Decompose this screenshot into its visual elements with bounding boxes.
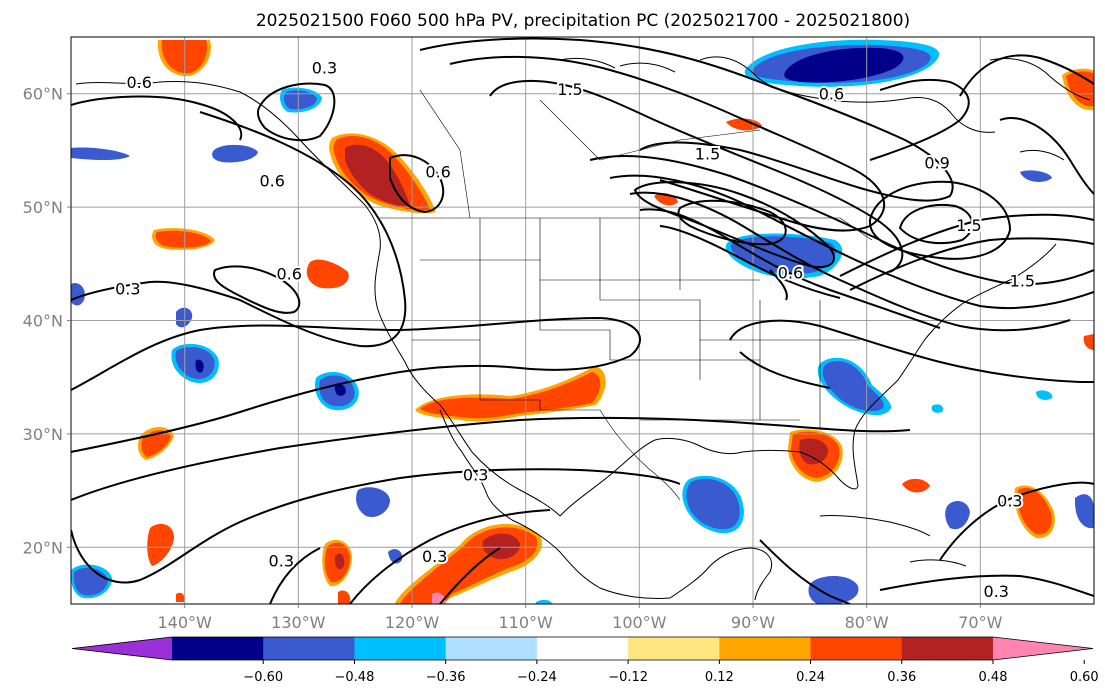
- contour-labels: 0.3 0.6 0.6 0.6 0.3 0.6 1.5 1.5 0.6 0.6 0.9 1.5 1.5 0…: [113, 56, 1037, 603]
- colorbar-ticks: −0.60 −0.48 −0.36 −0.24 −0.12 0.12 0.24 0.36 0.4…: [243, 660, 1099, 685]
- colorbar-tick-label: −0.36: [426, 670, 466, 685]
- chart-title: 2025021500 F060 500 hPa PV, precipitatio…: [256, 11, 910, 31]
- colorbar-tick-label: 0.12: [705, 670, 734, 685]
- colorbar-tick-label: −0.60: [243, 670, 283, 685]
- colorbar-tick-label: −0.12: [608, 670, 648, 685]
- contour-label: 1.5: [956, 216, 981, 235]
- lat-tick-label: 30°N: [23, 425, 63, 444]
- colorbar-segment: [810, 637, 903, 660]
- colorbar-tick-label: 0.36: [887, 670, 916, 685]
- contour-label: 0.3: [269, 552, 294, 571]
- contour-label: 0.6: [778, 264, 803, 283]
- colorbar-segment: [354, 637, 447, 660]
- contour-label: 0.9: [924, 154, 949, 173]
- coastlines: [75, 56, 1091, 601]
- contour-label: 0.6: [819, 84, 844, 103]
- colorbar-segment: [719, 637, 812, 660]
- contour-label: 0.6: [259, 172, 284, 191]
- colorbar-segment: [536, 637, 629, 660]
- colorbar-tick-label: 0.60: [1070, 670, 1099, 685]
- lon-tick-label: 130°W: [271, 613, 326, 632]
- lon-tick-label: 110°W: [498, 613, 553, 632]
- contour-label: 0.3: [422, 547, 447, 566]
- colorbar-outline: [71, 636, 1094, 661]
- colorbar-tick-label: 0.48: [979, 670, 1008, 685]
- contour-label: 0.3: [115, 279, 140, 298]
- colorbar-segment: [445, 637, 538, 660]
- precip-shading: [71, 39, 1094, 604]
- colorbar-tick-label: 0.24: [796, 670, 825, 685]
- lat-tick-label: 40°N: [23, 312, 63, 331]
- lat-tick-label: 20°N: [23, 538, 63, 557]
- contour-label: 0.3: [997, 491, 1022, 510]
- colorbar-extend-min: [72, 637, 172, 660]
- colorbar-segment: [263, 637, 355, 660]
- pv-contours: [71, 37, 1094, 604]
- colorbar-segment: [628, 637, 720, 660]
- contour-label: 0.6: [126, 73, 151, 92]
- colorbar: [71, 636, 1094, 661]
- map-area: 0.3 0.6 0.6 0.6 0.3 0.6 1.5 1.5 0.6 0.6 0.9 1.5 1.5 0…: [71, 37, 1094, 604]
- colorbar-segment: [172, 637, 264, 660]
- contour-label: 0.6: [277, 265, 302, 284]
- colorbar-extend-max: [993, 637, 1093, 660]
- latitude-ticks: 60°N 50°N 40°N 30°N 20°N: [23, 85, 71, 557]
- lon-tick-label: 80°W: [845, 613, 889, 632]
- contour-label: 0.3: [463, 465, 488, 484]
- lon-tick-label: 90°W: [731, 613, 775, 632]
- colorbar-tick-label: −0.48: [335, 670, 375, 685]
- longitude-ticks: 140°W 130°W 120°W 110°W 100°W 90°W 80°W 70°W: [157, 604, 1003, 632]
- contour-label: 0.3: [984, 582, 1009, 601]
- lon-tick-label: 70°W: [958, 613, 1002, 632]
- contour-label: 1.5: [557, 80, 582, 99]
- borders: [380, 89, 873, 501]
- contour-label: 0.6: [425, 163, 450, 182]
- lon-tick-label: 100°W: [612, 613, 667, 632]
- contour-label: 1.5: [695, 144, 720, 163]
- lon-tick-label: 120°W: [385, 613, 440, 632]
- contour-label: 1.5: [1010, 271, 1035, 290]
- lat-tick-label: 60°N: [23, 85, 63, 104]
- colorbar-tick-label: −0.24: [517, 670, 557, 685]
- lon-tick-label: 140°W: [157, 613, 212, 632]
- colorbar-segment: [901, 637, 994, 660]
- contour-label: 0.3: [312, 58, 337, 77]
- lat-tick-label: 50°N: [23, 198, 63, 217]
